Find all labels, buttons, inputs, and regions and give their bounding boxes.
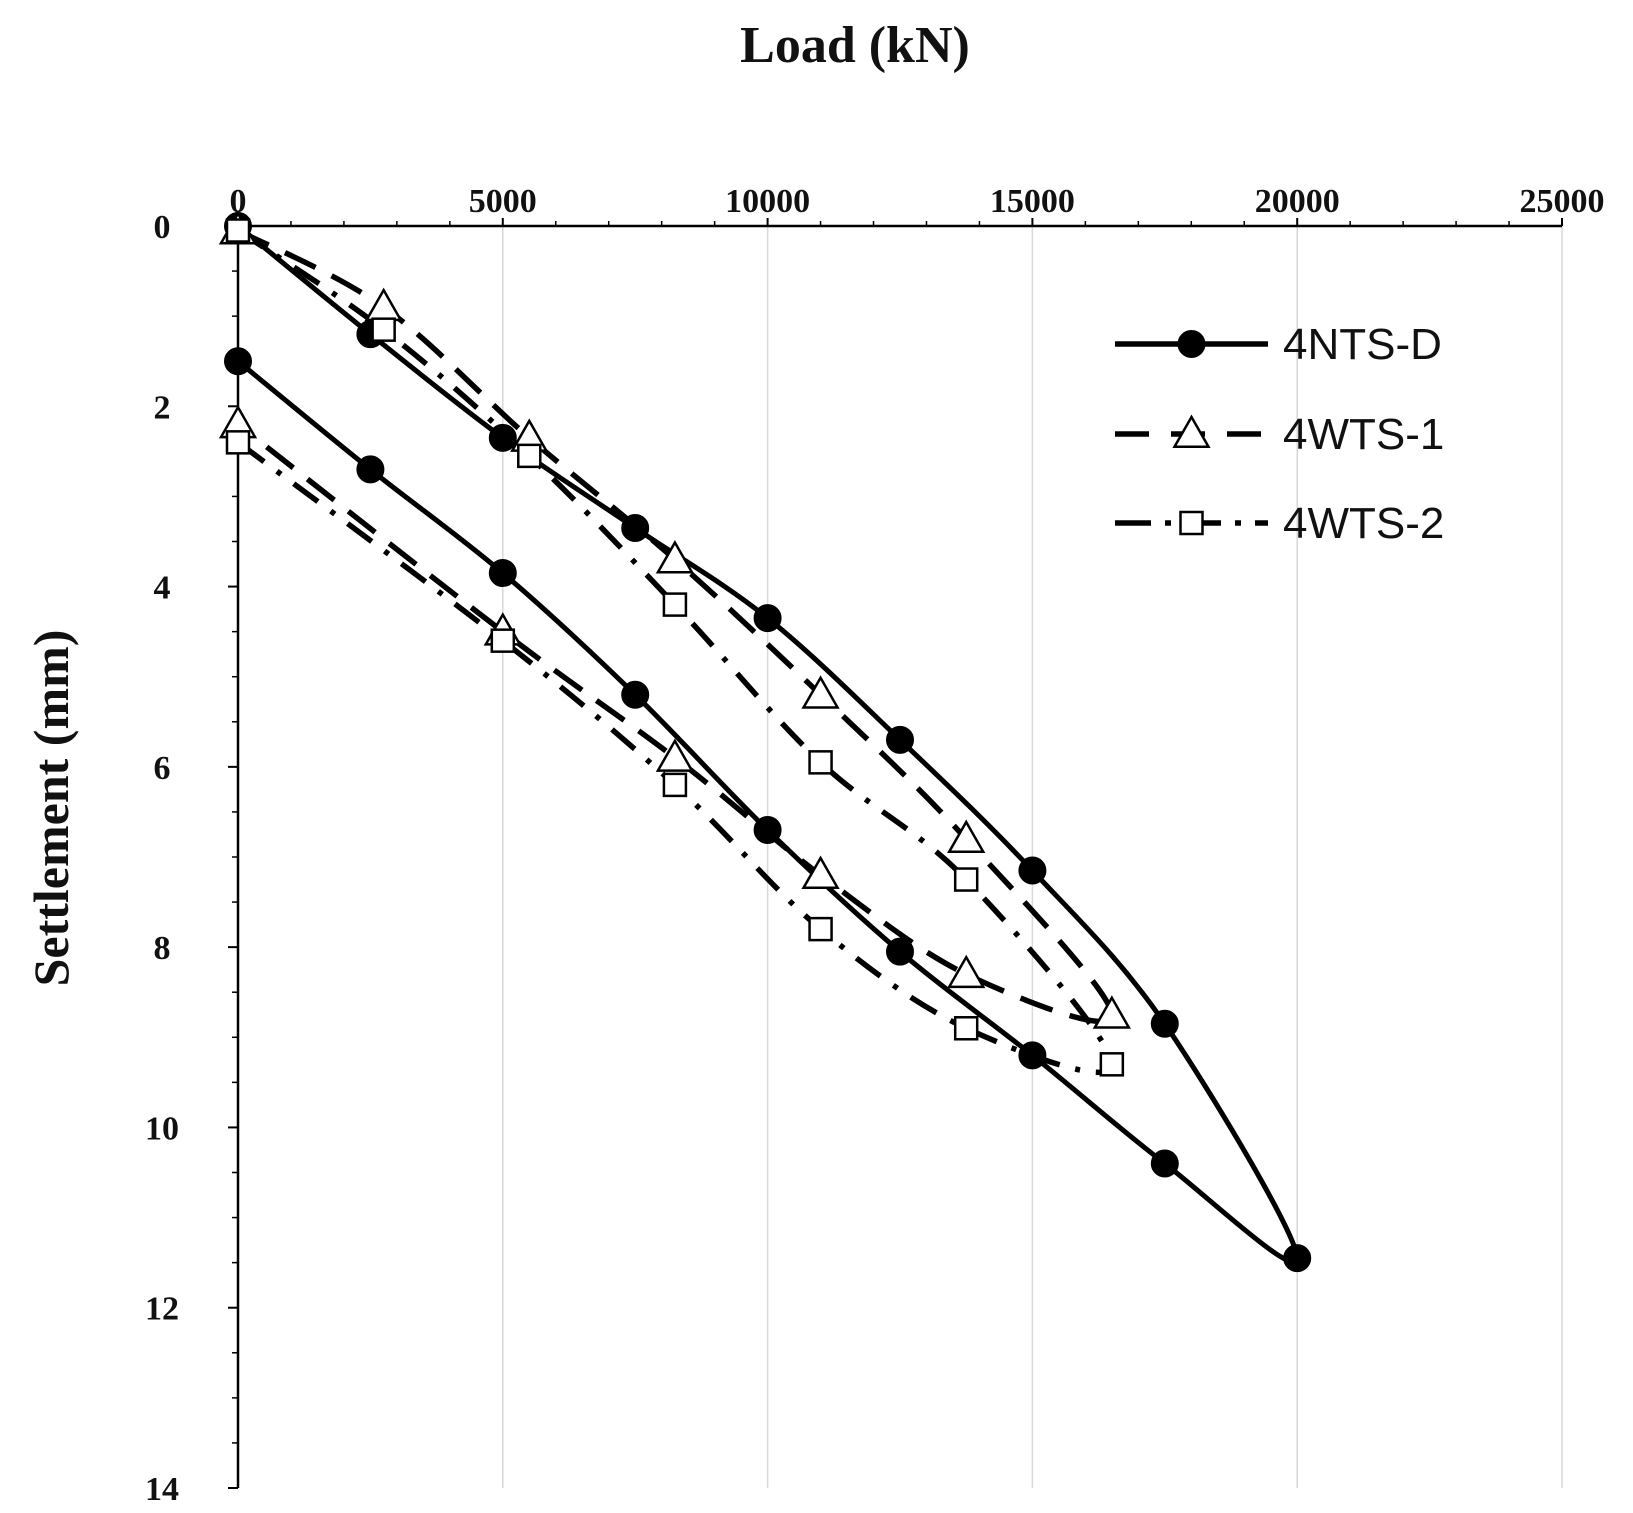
point-4WTS-2-4 <box>808 750 833 775</box>
point-4WTS-2-3 <box>662 592 688 617</box>
series-layer <box>218 210 1312 1273</box>
point-4WTS-2-0 <box>225 218 251 243</box>
point-4WTS-1-4 <box>801 675 840 709</box>
point-4WTS-1-5 <box>947 819 986 853</box>
x-axis-title: Load (kN) <box>740 17 970 74</box>
y-tick-label: 10 <box>145 1110 179 1147</box>
point-4NTS-D-10 <box>1018 1041 1047 1070</box>
y-tick-label: 0 <box>154 209 171 246</box>
x-tick-label: 0 <box>230 183 247 220</box>
point-4NTS-D-13 <box>621 680 650 709</box>
point-4WTS-1-6 <box>1092 995 1131 1029</box>
legend-label-4WTS-2: 4WTS-2 <box>1283 499 1444 548</box>
point-4NTS-D-4 <box>753 604 782 633</box>
point-4WTS-2-5 <box>953 867 979 892</box>
point-4WTS-1-3 <box>655 540 695 574</box>
legend-marker-4NTS-D <box>1177 330 1206 358</box>
point-4NTS-D-8 <box>1283 1244 1312 1273</box>
y-tick-label: 8 <box>154 930 171 967</box>
point-4WTS-1-1 <box>364 287 403 322</box>
point-4WTS-2-9 <box>662 772 688 798</box>
y-tick-label: 6 <box>154 750 171 787</box>
point-4WTS-1-9 <box>655 738 695 772</box>
point-4WTS-2-2 <box>517 443 542 469</box>
point-4NTS-D-7 <box>1150 1009 1179 1038</box>
point-4WTS-2-1 <box>371 317 396 342</box>
point-4WTS-2-7 <box>953 1016 979 1041</box>
legend-label-4WTS-1: 4WTS-1 <box>1283 410 1444 459</box>
point-4NTS-D-6 <box>1018 856 1047 885</box>
point-4NTS-D-3 <box>621 513 650 542</box>
point-4NTS-D-9 <box>1150 1149 1179 1178</box>
point-4WTS-2-6 <box>1099 1052 1125 1077</box>
point-4WTS-2-8 <box>808 916 833 942</box>
x-tick-label: 5000 <box>469 183 537 220</box>
legend-marker-4WTS-1 <box>1172 414 1211 448</box>
y-axis-title: Settlement (mm) <box>23 630 79 987</box>
x-tick-label: 10000 <box>725 183 810 220</box>
point-4NTS-D-2 <box>488 423 517 452</box>
point-4WTS-2-10 <box>490 628 516 653</box>
point-4NTS-D-15 <box>356 455 385 484</box>
legend-label-4NTS-D: 4NTS-D <box>1283 320 1442 369</box>
x-tick-label: 15000 <box>990 183 1075 220</box>
point-4NTS-D-5 <box>886 725 914 754</box>
point-4NTS-D-16 <box>224 347 252 376</box>
y-tick-label: 4 <box>154 570 171 607</box>
series-line-4WTS-2 <box>236 228 1115 1076</box>
legend: 4NTS-D 4WTS-1 4WTS-2 <box>1115 320 1444 548</box>
series-line-4WTS-1 <box>236 228 1115 1025</box>
x-tick-label: 20000 <box>1255 183 1340 220</box>
point-4WTS-1-8 <box>801 855 840 890</box>
point-4NTS-D-14 <box>488 559 517 588</box>
point-4WTS-1-7 <box>947 954 986 989</box>
y-tick-label: 12 <box>145 1291 179 1328</box>
point-4WTS-2-11 <box>225 430 251 455</box>
x-tick-label: 25000 <box>1520 183 1605 220</box>
legend-marker-4WTS-2 <box>1179 510 1204 536</box>
y-tick-label: 2 <box>154 389 171 426</box>
point-4NTS-D-12 <box>753 815 782 844</box>
axes: 0 5000 10000 15000 20000 25000 0 2 4 6 8 10 12 14 <box>145 183 1605 1508</box>
point-4NTS-D-11 <box>886 937 914 966</box>
y-tick-label: 14 <box>145 1471 179 1508</box>
